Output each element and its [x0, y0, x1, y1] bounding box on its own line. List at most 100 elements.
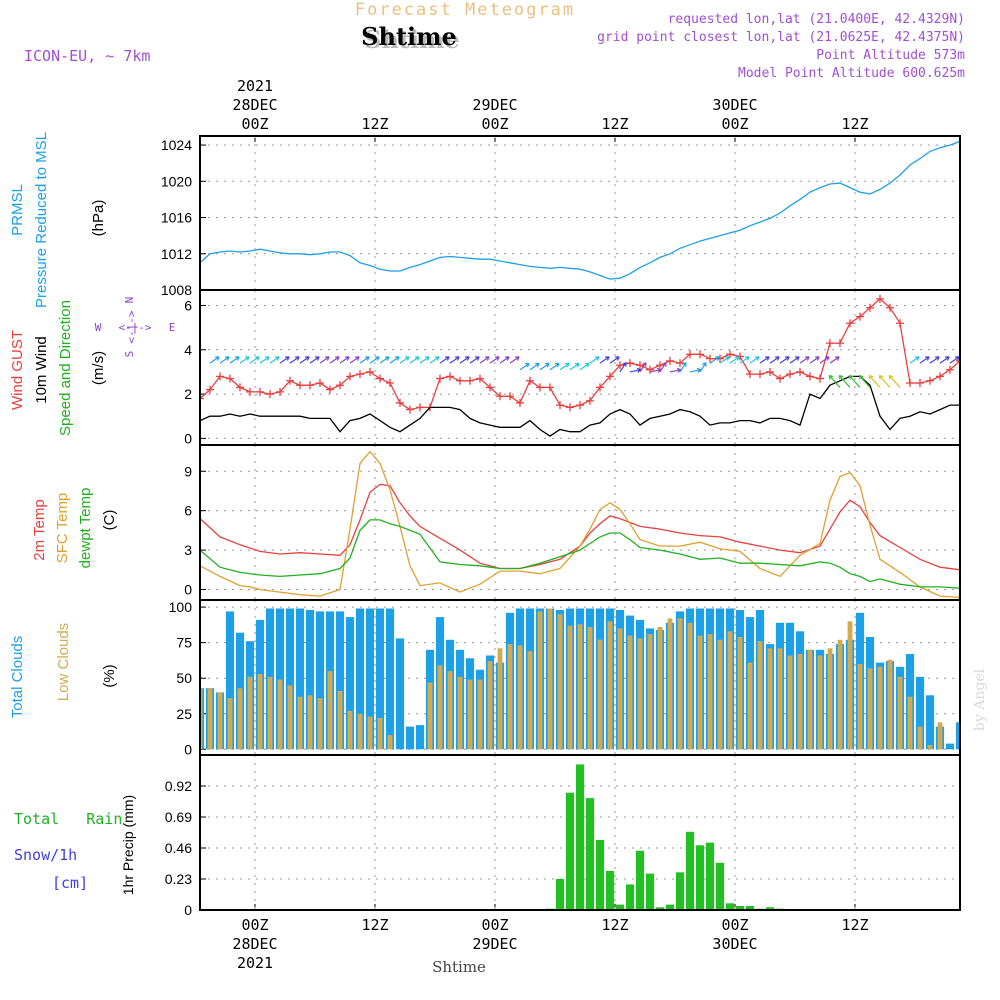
wind-arrow-head	[495, 356, 500, 361]
gust-marker	[686, 350, 694, 359]
gust-marker	[706, 354, 714, 363]
wind-direction-arrow	[669, 369, 681, 373]
wind-direction-arrow	[229, 356, 240, 364]
bar	[757, 641, 763, 750]
bar	[287, 685, 293, 750]
gust-marker	[846, 319, 854, 328]
gust-marker	[906, 379, 914, 387]
location-title: Shtime	[361, 22, 457, 51]
bar	[457, 676, 463, 750]
gust-marker	[636, 361, 644, 370]
wind-direction-arrow	[929, 356, 940, 364]
bar	[705, 842, 715, 910]
bar	[635, 850, 645, 910]
wind-direction-arrow	[838, 375, 851, 388]
clouds-unit-label: (%)	[101, 664, 118, 687]
wind-arrow-head	[965, 357, 969, 361]
bar	[275, 608, 285, 750]
bar	[747, 662, 753, 750]
gust-marker	[456, 376, 464, 385]
bar	[467, 679, 473, 750]
bar	[945, 743, 955, 750]
wind-direction-arrow	[829, 356, 840, 364]
wind-direction-arrow	[259, 356, 270, 364]
time-label: 12Z	[361, 916, 388, 934]
wind-arrow-head	[795, 356, 800, 361]
wind-direction-arrow	[269, 356, 280, 364]
bar	[357, 713, 363, 750]
y-tick-label: 6	[184, 298, 192, 314]
wind-direction-arrow	[739, 356, 750, 364]
wind-arrow-head	[285, 356, 290, 361]
gust-marker	[836, 339, 844, 348]
bar	[717, 639, 723, 750]
wind-direction-arrow	[559, 363, 570, 371]
y-tick-label: 1008	[161, 282, 192, 298]
gust-marker	[356, 370, 364, 379]
gust-marker	[726, 350, 734, 359]
bar	[837, 639, 843, 750]
bar	[405, 726, 415, 750]
gust-marker	[406, 405, 414, 414]
y-tick-label: 50	[176, 670, 192, 686]
bar	[637, 638, 643, 750]
wind-direction-arrow	[309, 356, 320, 364]
time-label: 12Z	[841, 916, 868, 934]
bar	[337, 691, 343, 750]
wind-direction-arrow	[939, 356, 950, 364]
wind-direction-arrow	[589, 356, 600, 364]
time-label: 12Z	[601, 916, 628, 934]
model-name: ICON-EU, ~ 7km	[24, 47, 150, 65]
bar	[317, 698, 323, 750]
gust-marker	[216, 372, 224, 381]
wind-arrow-head	[305, 356, 310, 361]
wind-direction-arrow	[329, 356, 340, 364]
bar	[847, 621, 853, 750]
bar	[307, 695, 313, 750]
bar	[565, 792, 575, 910]
wind-direction-arrow	[689, 369, 701, 373]
gust-marker	[666, 356, 674, 365]
wind-arrow-head	[585, 362, 590, 368]
wind-arrow-head	[265, 356, 270, 361]
time-label: 00Z	[241, 916, 268, 934]
gust-marker	[436, 374, 444, 383]
wind-arrow-head	[828, 374, 834, 380]
wind-direction-arrow	[729, 356, 740, 364]
wind-arrow-head	[605, 356, 610, 361]
wind-arrow-head	[295, 356, 300, 361]
wind-direction-arrow	[459, 356, 470, 364]
bar	[625, 884, 635, 910]
gust-marker	[346, 372, 354, 381]
time-label: 12Z	[361, 115, 388, 133]
gust-marker	[856, 312, 864, 321]
y-tick-label: 6	[184, 503, 192, 519]
wind-direction-arrow	[379, 356, 390, 364]
bar	[200, 688, 203, 750]
wind-arrow-head	[636, 367, 642, 373]
bar	[327, 671, 333, 750]
gust-marker	[926, 376, 934, 385]
bar	[267, 676, 273, 750]
wind-direction-arrow	[319, 356, 330, 364]
wind-direction-arrow	[719, 356, 730, 364]
closest-coords: grid point closest lon,lat (21.0625E, 42…	[597, 30, 965, 45]
gust-marker	[676, 359, 684, 368]
wind-arrow-head	[622, 362, 627, 367]
bar	[627, 635, 633, 750]
time-label: 00Z	[721, 115, 748, 133]
bar	[697, 635, 703, 750]
wind-arrow-head	[915, 356, 920, 361]
bar	[897, 676, 903, 750]
clouds-panel: 0 25 50 75 100	[169, 599, 961, 757]
wind-arrow-head	[945, 356, 950, 361]
wind-direction-arrow	[579, 363, 590, 371]
wind-arrow-head	[575, 362, 580, 368]
time-label: 30DEC	[712, 935, 757, 953]
bar	[645, 873, 655, 910]
bar	[227, 698, 233, 750]
compass-s-label: S	[123, 351, 136, 358]
gust-marker	[766, 367, 774, 376]
bar	[615, 904, 625, 910]
